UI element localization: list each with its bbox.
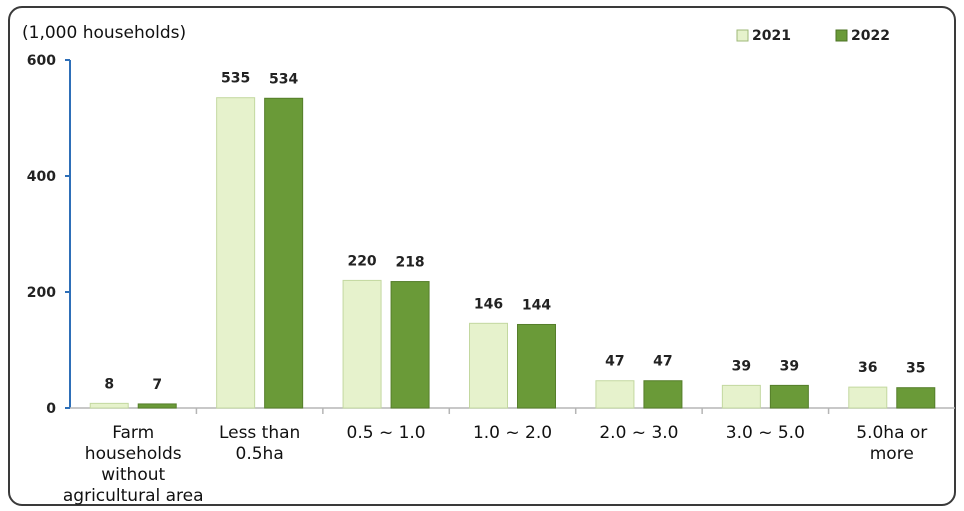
x-category-label: 3.0 ~ 5.0 (726, 423, 805, 443)
bar-2022 (896, 387, 936, 409)
x-category-line: 2.0 ~ 3.0 (599, 423, 678, 443)
data-label: 218 (395, 255, 424, 271)
legend-label: 2021 (752, 28, 791, 44)
x-category-line: 0.5ha (236, 444, 284, 464)
data-label: 220 (347, 253, 376, 269)
y-tick-label: 400 (27, 169, 56, 185)
bar-2021 (595, 380, 635, 409)
bar-2021 (469, 322, 508, 409)
data-label: 535 (221, 71, 250, 87)
bar-2021 (848, 386, 888, 409)
y-tick-label: 600 (27, 53, 56, 69)
bar-2022 (517, 323, 556, 409)
x-category-label: 2.0 ~ 3.0 (599, 423, 678, 443)
legend-swatch-2021 (736, 29, 749, 42)
chart-frame (8, 6, 956, 506)
data-label: 534 (269, 71, 298, 87)
bars (89, 97, 936, 409)
x-category-line: Farm (112, 423, 154, 443)
data-label: 36 (858, 360, 877, 376)
bar-2021 (216, 97, 256, 409)
data-label: 146 (474, 296, 503, 312)
x-category-label: Less than 0.5ha (219, 423, 300, 464)
legend: 2021 2022 (736, 28, 890, 44)
data-label: 7 (152, 377, 162, 393)
bar-2021 (342, 279, 382, 409)
x-category-line: more (870, 444, 914, 464)
unit-label: (1,000 households) (22, 23, 186, 43)
x-category-line: without (101, 465, 165, 485)
bar-2021 (89, 402, 129, 409)
bar-2022 (769, 384, 809, 409)
x-category-line: Less than (219, 423, 300, 443)
bar-2022 (137, 403, 177, 409)
x-category-line: 3.0 ~ 5.0 (726, 423, 805, 443)
x-category-line: 0.5 ~ 1.0 (347, 423, 426, 443)
data-label: 144 (522, 297, 551, 313)
x-category-line: 5.0ha or (856, 423, 927, 443)
data-label: 47 (605, 354, 624, 370)
data-label: 39 (780, 358, 799, 374)
x-category-label: 0.5 ~ 1.0 (347, 423, 426, 443)
data-labels: 8 7 535 534 220 218 146 144 47 47 39 39 36 35 (104, 71, 925, 393)
x-category-label: 5.0ha or more (856, 423, 927, 464)
bar-2022 (390, 281, 430, 409)
data-label: 39 (732, 358, 751, 374)
legend-label: 2022 (851, 28, 890, 44)
data-label: 35 (906, 361, 925, 377)
x-axis-categories: Farm households without agricultural area Le… (63, 423, 927, 506)
x-category-label: 1.0 ~ 2.0 (473, 423, 552, 443)
legend-swatch-2022 (835, 29, 848, 42)
y-tick-label: 0 (46, 401, 56, 417)
data-label: 8 (104, 376, 114, 392)
bar-2021 (721, 384, 761, 409)
x-category-line: 1.0 ~ 2.0 (473, 423, 552, 443)
x-category-line: households (85, 444, 182, 464)
bar-2022 (264, 97, 304, 409)
data-label: 47 (653, 354, 672, 370)
y-tick-label: 200 (27, 285, 56, 301)
x-category-line: agricultural area (63, 486, 204, 506)
bar-2022 (643, 380, 683, 409)
x-category-label: Farm households without agricultural area (63, 423, 204, 506)
